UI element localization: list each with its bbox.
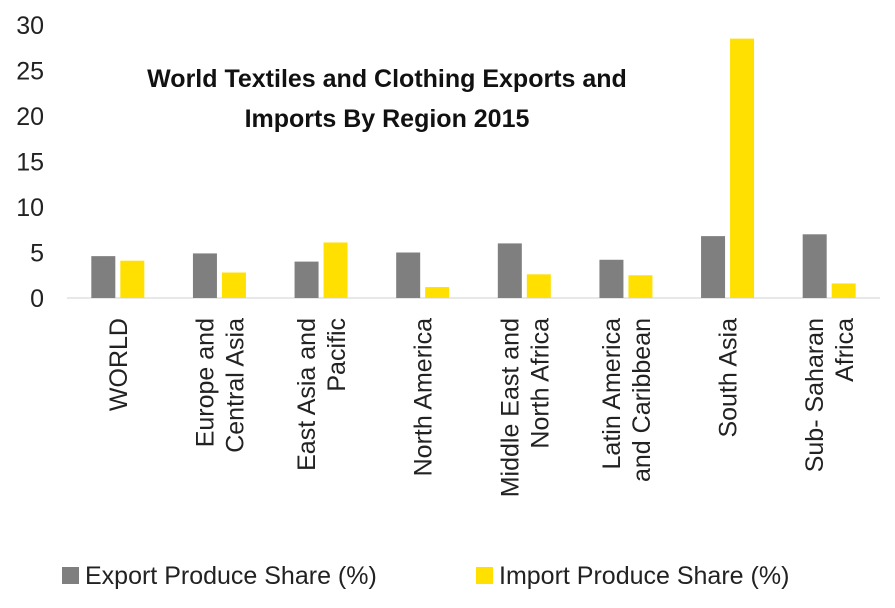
y-tick-label: 25 xyxy=(16,58,44,86)
export-bar xyxy=(294,261,319,298)
legend-label: Import Produce Share (%) xyxy=(499,562,789,590)
x-tick-label: North America xyxy=(410,318,438,476)
export-bar xyxy=(192,253,217,298)
legend-swatch xyxy=(476,567,493,584)
chart-title-line-1: World Textiles and Clothing Exports and xyxy=(147,65,627,93)
x-tick-label: East Asia and Pacific xyxy=(293,318,351,471)
x-tick-label: South Asia xyxy=(715,318,743,438)
legend: Export Produce Share (%) Import Produce S… xyxy=(62,562,789,590)
x-tick-label-line: North America xyxy=(410,318,438,476)
x-tick-label-line: Latin America xyxy=(598,318,626,470)
legend-swatch xyxy=(62,567,79,584)
import-bar xyxy=(120,260,145,298)
x-tick-label-line: North Africa xyxy=(526,318,554,449)
y-tick-label: 5 xyxy=(30,240,44,268)
y-tick-label: 0 xyxy=(30,285,44,313)
import-bar xyxy=(526,274,551,298)
import-bar xyxy=(221,272,246,298)
x-tick-label-line: Central Asia xyxy=(221,318,249,453)
x-tick-label-line: South Asia xyxy=(715,318,743,438)
x-tick-label-line: Africa xyxy=(831,318,859,382)
y-tick-label: 10 xyxy=(16,194,44,222)
x-tick-label-line: and Caribbean xyxy=(628,318,656,482)
x-tick-label-line: Middle East and xyxy=(496,318,524,497)
chart-title-line-2: Imports By Region 2015 xyxy=(245,105,530,133)
x-tick-label-line: Pacific xyxy=(323,318,351,392)
x-tick-label-line: East Asia and xyxy=(293,318,321,471)
x-tick-label-line: Sub- Saharan xyxy=(801,318,829,472)
export-bar xyxy=(91,256,116,298)
legend-label: Export Produce Share (%) xyxy=(85,562,377,590)
x-tick-label-line: Europe and xyxy=(191,318,219,447)
x-tick-label: WORLD xyxy=(105,318,133,411)
export-bar xyxy=(599,259,624,298)
export-bar xyxy=(802,234,827,298)
y-tick-label: 20 xyxy=(16,103,44,131)
x-tick-label: Latin America and Caribbean xyxy=(598,318,656,482)
export-bar xyxy=(701,236,726,298)
x-tick-label: Middle East and North Africa xyxy=(496,318,554,497)
import-bar xyxy=(323,242,348,298)
import-bar xyxy=(628,275,653,298)
x-axis: WORLD Europe and Central Asia East Asia and… xyxy=(105,318,859,497)
import-bar xyxy=(730,38,755,299)
y-axis: 0 5 10 15 20 25 30 xyxy=(16,12,44,313)
y-tick-label: 30 xyxy=(16,12,44,40)
x-tick-label: Sub- Saharan Africa xyxy=(801,318,859,472)
y-tick-label: 15 xyxy=(16,149,44,177)
x-tick-label-line: WORLD xyxy=(105,318,133,411)
x-tick-label: Europe and Central Asia xyxy=(191,318,249,453)
bars xyxy=(91,38,856,299)
import-bar xyxy=(425,287,450,298)
export-bar xyxy=(497,243,522,298)
import-bar xyxy=(831,283,856,298)
export-bar xyxy=(396,252,421,298)
